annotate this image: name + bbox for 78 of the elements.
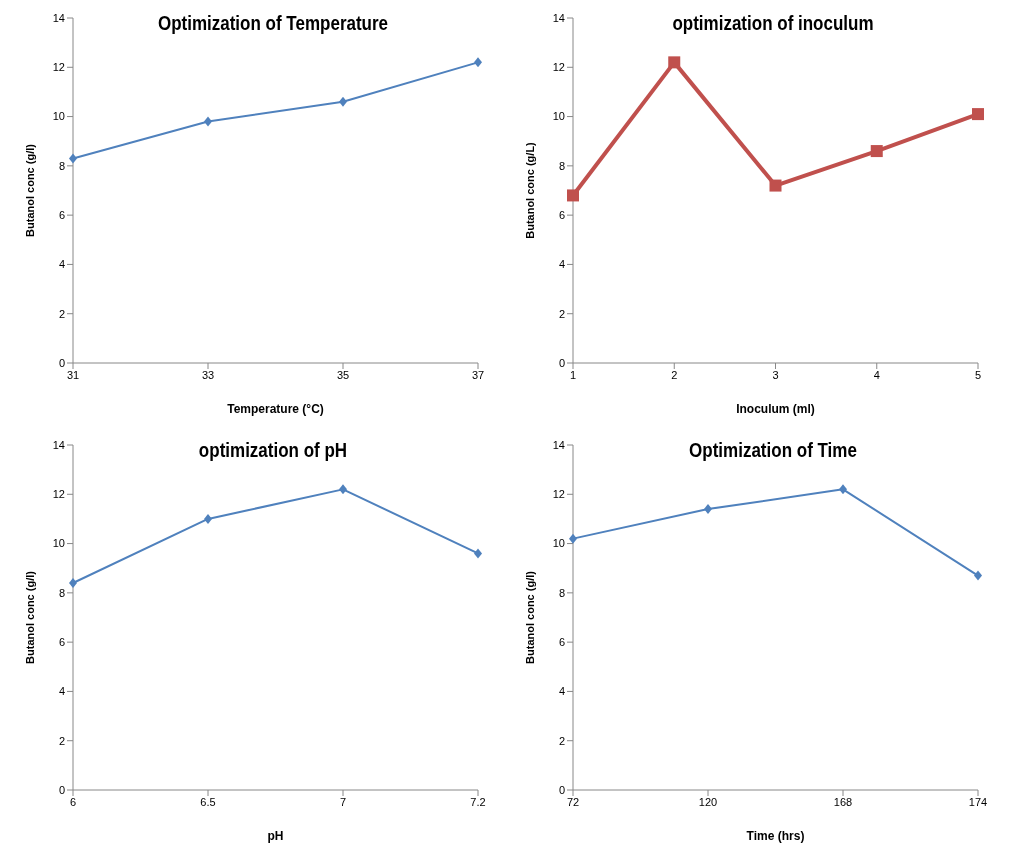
y-axis-title: Butanol conc (g/L) [523, 141, 536, 239]
point [474, 548, 482, 559]
chart-title: optimization of inoculum [671, 12, 875, 35]
x-tick-label: 174 [968, 795, 988, 808]
x-tick-label: 31 [66, 368, 80, 381]
point [567, 189, 579, 202]
point [569, 533, 577, 544]
point [668, 56, 681, 69]
y-tick-label: 2 [558, 307, 565, 320]
y-tick-label: 8 [58, 586, 65, 599]
y-tick-label: 6 [558, 209, 565, 222]
point [769, 179, 782, 192]
x-tick-label: 6.5 [200, 795, 216, 808]
x-tick-label: 120 [698, 795, 718, 808]
x-tick-label: 5 [974, 368, 982, 381]
y-tick-label: 2 [58, 307, 65, 320]
point [204, 513, 212, 524]
x-tick-label: 37 [471, 368, 485, 381]
point [69, 578, 77, 588]
y-tick-label: 4 [58, 685, 65, 698]
point [974, 570, 982, 581]
x-tick-label: 3 [772, 368, 779, 381]
x-tick-label: 7.2 [470, 795, 486, 808]
y-axis-title: Butanol conc (g/l) [23, 143, 36, 237]
x-tick-label: 6 [69, 795, 77, 808]
x-tick-label: 4 [873, 368, 880, 381]
chart-title: Optimization of Temperature [156, 12, 390, 35]
x-axis-title: Temperature (°C) [227, 402, 324, 416]
y-tick-label: 0 [58, 356, 65, 369]
y-tick-label: 8 [558, 586, 565, 599]
x-axis-title: pH [267, 829, 284, 843]
point [204, 116, 212, 127]
y-tick-label: 14 [52, 438, 65, 451]
point [870, 145, 883, 158]
point [339, 96, 347, 107]
x-tick-label: 72 [566, 795, 580, 808]
y-tick-label: 0 [558, 783, 565, 796]
y-tick-label: 2 [58, 734, 65, 747]
y-tick-label: 10 [552, 110, 565, 123]
y-tick-label: 10 [52, 537, 65, 550]
y-tick-label: 12 [52, 488, 65, 501]
y-tick-label: 10 [552, 537, 565, 550]
point [69, 153, 77, 164]
y-tick-label: 2 [558, 734, 565, 747]
y-tick-label: 14 [52, 11, 65, 24]
y-tick-label: 0 [58, 783, 65, 796]
y-tick-label: 14 [552, 438, 565, 451]
y-tick-label: 14 [552, 11, 565, 24]
y-tick-label: 12 [552, 488, 565, 501]
chart-title: optimization of pH [197, 439, 349, 462]
y-tick-label: 12 [552, 61, 565, 74]
point [474, 57, 482, 68]
y-tick-label: 8 [558, 159, 565, 172]
y-axis-title: Butanol conc (g/l) [23, 570, 36, 664]
point [972, 108, 984, 121]
y-tick-label: 0 [558, 356, 565, 369]
y-axis-title: Butanol conc (g/l) [523, 570, 536, 664]
x-tick-label: 7 [339, 795, 347, 808]
y-tick-label: 10 [52, 110, 65, 123]
y-tick-label: 6 [58, 636, 65, 649]
x-tick-label: 1 [569, 368, 577, 381]
y-tick-label: 6 [558, 636, 565, 649]
y-tick-label: 4 [558, 685, 565, 698]
x-tick-label: 35 [336, 368, 350, 381]
y-tick-label: 6 [58, 209, 65, 222]
x-axis-title: Inoculum (ml) [736, 402, 815, 416]
x-tick-label: 2 [671, 368, 678, 381]
point [339, 484, 347, 495]
x-axis-title: Time (hrs) [746, 829, 805, 843]
x-tick-label: 33 [201, 368, 215, 381]
x-tick-label: 168 [833, 795, 853, 808]
y-tick-label: 12 [52, 61, 65, 74]
y-tick-label: 4 [558, 258, 565, 271]
chart-title: Optimization of Time [688, 439, 858, 462]
y-tick-label: 4 [58, 258, 65, 271]
y-tick-label: 8 [58, 159, 65, 172]
point [839, 484, 847, 495]
point [704, 504, 712, 515]
